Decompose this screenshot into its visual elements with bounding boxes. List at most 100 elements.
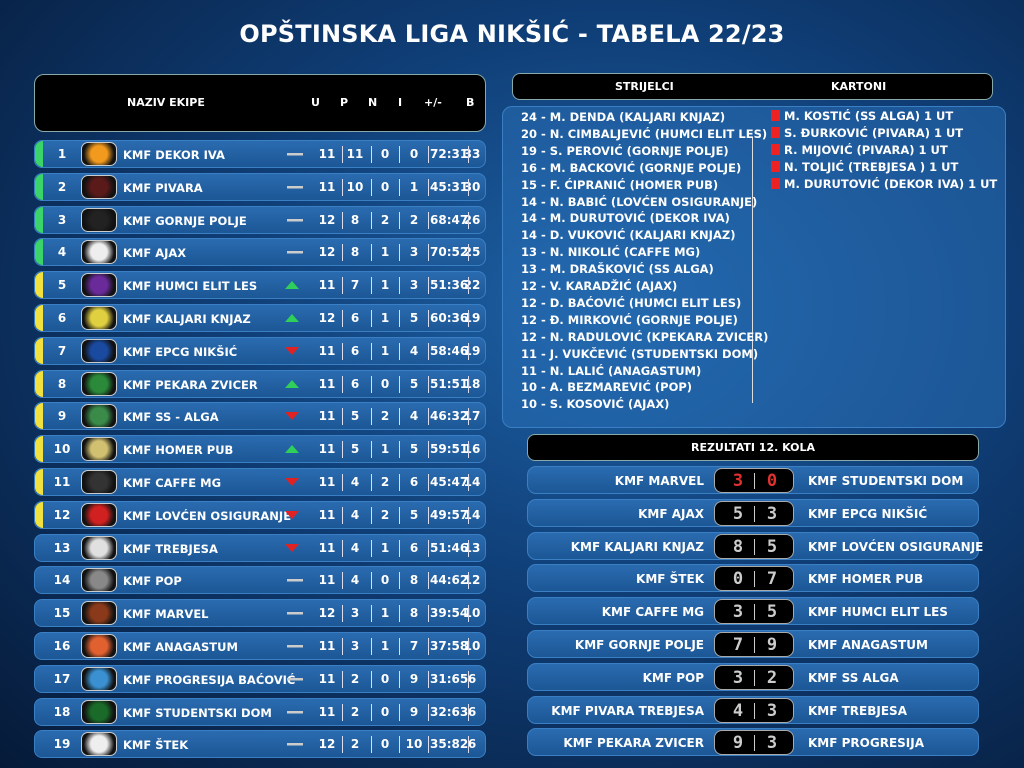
col-i: 4: [409, 409, 419, 424]
red-card-icon: [771, 110, 780, 121]
col-b: 16: [463, 442, 481, 457]
col-n: 0: [380, 704, 390, 719]
table-row[interactable]: 6 KMF KALJARI KNJAZ 12 6 1 5 60:36 19: [34, 304, 486, 332]
table-row[interactable]: 17 KMF PROGRESIJA BAĆOVIĆ 11 2 0 9 31:65 6: [34, 664, 486, 693]
column-divider: [428, 474, 429, 491]
col-i: 0: [409, 147, 419, 161]
match-row[interactable]: KMF MARVEL 3 0 KMF STUDENTSKI DOM: [527, 466, 979, 494]
match-row[interactable]: KMF POP 3 2 KMF SS ALGA: [527, 662, 979, 691]
column-divider: [342, 342, 343, 360]
position: 9: [57, 409, 67, 424]
col-n: 0: [380, 179, 390, 194]
table-row[interactable]: 2 KMF PIVARA 11 10 0 1 45:31 30: [34, 172, 486, 201]
table-row[interactable]: 10 KMF HOMER PUB 11 5 1 5 59:51 16: [34, 435, 486, 464]
table-row[interactable]: 1 KMF DEKOR IVA 11 11 0 0 72:31 33: [34, 140, 486, 168]
col-p: 3: [350, 639, 360, 653]
column-divider: [468, 211, 469, 229]
team-name: KMF LOVĆEN OSIGURANJE: [123, 508, 292, 523]
table-row[interactable]: 14 KMF POP 11 4 0 8 44:62 12: [34, 566, 486, 595]
column-divider: [428, 178, 429, 196]
col-u: 12: [318, 212, 336, 227]
table-row[interactable]: 15 KMF MARVEL 12 3 1 8 39:54 10: [34, 599, 486, 628]
table-row[interactable]: 5 KMF HUMCI ELIT LES 11 7 1 3 51:36 22: [34, 271, 486, 300]
zone-indicator: [35, 567, 43, 593]
score-box: 9 3: [714, 730, 794, 756]
match-row[interactable]: KMF CAFFE MG 3 5 KMF HUMCI ELIT LES: [527, 597, 979, 626]
column-divider: [468, 408, 469, 426]
page-title: OPŠTINSKA LIGA NIKŠIĆ - TABELA 22/23: [239, 20, 785, 48]
position: 10: [53, 442, 71, 457]
position: 1: [57, 147, 67, 161]
team-name: KMF TREBJESA: [123, 541, 218, 556]
col-p: 11: [346, 147, 364, 161]
trend-down-icon: [285, 510, 299, 519]
column-divider: [428, 605, 429, 623]
column-divider: [428, 310, 429, 327]
team-logo-icon: [81, 699, 117, 724]
match-row[interactable]: KMF PIVARA TREBJESA 4 3 KMF TREBJESA: [527, 695, 979, 724]
team-logo-icon: [81, 535, 117, 560]
zone-indicator: [35, 600, 43, 626]
column-divider: [468, 539, 469, 557]
table-row[interactable]: 16 KMF ANAGASTUM 11 3 1 7 37:58 10: [34, 632, 486, 660]
team-name: KMF MARVEL: [123, 607, 209, 622]
column-divider: [468, 342, 469, 360]
col-i: 5: [409, 442, 419, 457]
trend-same-icon: [287, 218, 303, 222]
col-p: 6: [350, 376, 360, 391]
column-divider: [468, 310, 469, 327]
team-logo-icon: [81, 666, 117, 691]
column-divider: [468, 638, 469, 655]
match-row[interactable]: KMF KALJARI KNJAZ 8 5 KMF LOVĆEN OSIGURA…: [527, 531, 983, 560]
col-u: 11: [318, 507, 336, 522]
col-p: 3: [350, 606, 360, 621]
column-divider: [371, 408, 372, 426]
table-row[interactable]: 12 KMF LOVĆEN OSIGURANJE 11 4 2 5 49:57 14: [34, 500, 486, 529]
zone-indicator: [35, 370, 43, 397]
col-p: 8: [350, 245, 360, 260]
table-row[interactable]: 18 KMF STUDENTSKI DOM 11 2 0 9 32:63 6: [34, 697, 486, 726]
col-gd: 60:36: [430, 311, 469, 325]
column-divider: [342, 670, 343, 688]
match-row[interactable]: KMF AJAX 5 3 KMF EPCG NIKŠIĆ: [527, 498, 979, 527]
scorer-item: 16 - M. BACKOVIĆ (GORNJE POLJE): [521, 160, 742, 175]
table-row[interactable]: 3 KMF GORNJE POLJE 12 8 2 2 68:47 26: [34, 205, 486, 234]
trend-same-icon: [287, 153, 303, 156]
table-row[interactable]: 13 KMF TREBJESA 11 4 1 6 51:46 13: [34, 533, 486, 562]
col-gd: 45:31: [430, 179, 469, 194]
score-box: 3 0: [714, 468, 794, 493]
column-divider: [399, 277, 400, 295]
zone-indicator: [35, 633, 43, 659]
away-score: 7: [766, 569, 778, 590]
red-card-icon: [771, 143, 780, 155]
col-b: 6: [467, 737, 477, 752]
home-score: 7: [732, 635, 744, 655]
scorer-item: 15 - F. ĆIPRANIĆ (HOMER PUB): [521, 177, 719, 192]
zone-indicator: [35, 337, 43, 364]
score-divider: [754, 735, 755, 752]
match-row[interactable]: KMF GORNJE POLJE 7 9 KMF ANAGASTUM: [527, 630, 979, 658]
column-divider: [428, 572, 429, 590]
column-divider: [428, 539, 429, 557]
col-b: 33: [463, 147, 481, 161]
table-row[interactable]: 7 KMF EPCG NIKŠIĆ 11 6 1 4 58:46 19: [34, 336, 486, 365]
table-row[interactable]: 8 KMF PEKARA ZVICER 11 6 0 5 51:51 18: [34, 369, 486, 398]
match-row[interactable]: KMF PEKARA ZVICER 9 3 KMF PROGRESIJA: [527, 728, 979, 757]
zone-indicator: [35, 501, 43, 528]
table-row[interactable]: 19 KMF ŠTEK 12 2 0 10 35:82 6: [34, 730, 486, 759]
col-gd: 51:51: [430, 376, 469, 391]
position: 17: [53, 671, 71, 686]
table-row[interactable]: 4 KMF AJAX 12 8 1 3 70:52 25: [34, 238, 486, 267]
trend-up-icon: [285, 445, 299, 454]
table-row[interactable]: 9 KMF SS - ALGA 11 5 2 4 46:32 17: [34, 402, 486, 431]
table-row[interactable]: 11 KMF CAFFE MG 11 4 2 6 45:47 14: [34, 468, 486, 496]
col-p: 4: [350, 573, 360, 588]
col-i: 8: [409, 606, 419, 621]
team-logo-icon: [81, 273, 117, 298]
column-divider: [342, 244, 343, 262]
scorer-item: 24 - M. DENDA (KALJARI KNJAZ): [521, 110, 726, 124]
col-n: 0: [380, 376, 390, 391]
col-n: 2: [380, 212, 390, 227]
home-team: KMF ŠTEK: [636, 572, 704, 587]
match-row[interactable]: KMF ŠTEK 0 7 KMF HOMER PUB: [527, 564, 979, 593]
